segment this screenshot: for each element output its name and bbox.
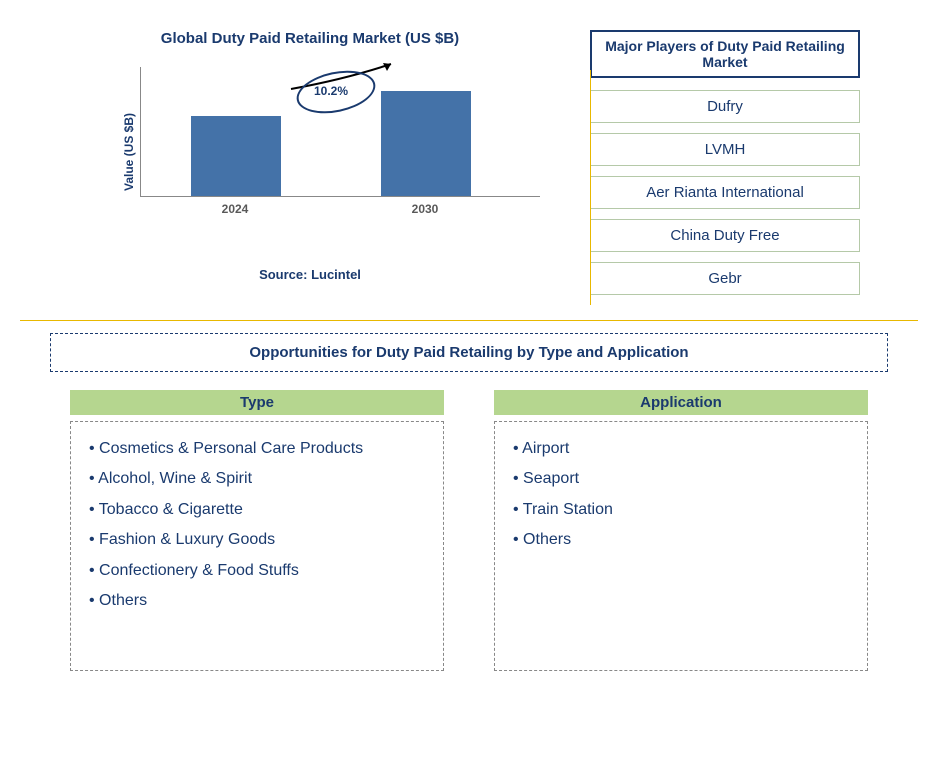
x-label-2030: 2030	[380, 202, 470, 216]
bar-2030	[381, 91, 471, 196]
x-label-2024: 2024	[190, 202, 280, 216]
source-label: Source: Lucintel	[60, 267, 560, 282]
opportunities-title: Opportunities for Duty Paid Retailing by…	[50, 333, 888, 372]
list-item: Confectionery & Food Stuffs	[89, 556, 425, 586]
plot-area: 10.2%	[140, 67, 540, 197]
y-axis-label: Value (US $B)	[122, 113, 136, 191]
player-item: Aer Rianta International	[590, 176, 860, 209]
vertical-divider	[590, 70, 591, 305]
list-item: Others	[513, 525, 849, 555]
type-column: Type Cosmetics & Personal Care Products …	[70, 390, 444, 671]
player-item: China Duty Free	[590, 219, 860, 252]
player-item: Gebr	[590, 262, 860, 295]
application-column: Application Airport Seaport Train Statio…	[494, 390, 868, 671]
type-header: Type	[70, 390, 444, 415]
bar-2024	[191, 116, 281, 196]
list-item: Airport	[513, 434, 849, 464]
player-item: Dufry	[590, 90, 860, 123]
list-item: Tobacco & Cigarette	[89, 495, 425, 525]
list-item: Fashion & Luxury Goods	[89, 525, 425, 555]
application-header: Application	[494, 390, 868, 415]
players-title: Major Players of Duty Paid Retailing Mar…	[590, 30, 860, 78]
application-list: Airport Seaport Train Station Others	[494, 421, 868, 671]
list-item: Cosmetics & Personal Care Products	[89, 434, 425, 464]
opportunities-section: Opportunities for Duty Paid Retailing by…	[20, 333, 918, 671]
list-item: Train Station	[513, 495, 849, 525]
chart-title: Global Duty Paid Retailing Market (US $B…	[60, 30, 560, 47]
top-section: Global Duty Paid Retailing Market (US $B…	[20, 20, 918, 315]
opportunity-columns: Type Cosmetics & Personal Care Products …	[50, 390, 888, 671]
chart-area: Global Duty Paid Retailing Market (US $B…	[20, 20, 580, 315]
list-item: Alcohol, Wine & Spirit	[89, 464, 425, 494]
infographic-container: Global Duty Paid Retailing Market (US $B…	[20, 20, 918, 671]
growth-rate-text: 10.2%	[314, 84, 348, 98]
type-list: Cosmetics & Personal Care Products Alcoh…	[70, 421, 444, 671]
horizontal-divider	[20, 320, 918, 321]
list-item: Seaport	[513, 464, 849, 494]
list-item: Others	[89, 586, 425, 616]
players-panel: Major Players of Duty Paid Retailing Mar…	[580, 20, 880, 315]
bar-chart: Value (US $B) 10.2% 2024 2030	[140, 67, 540, 237]
player-item: LVMH	[590, 133, 860, 166]
